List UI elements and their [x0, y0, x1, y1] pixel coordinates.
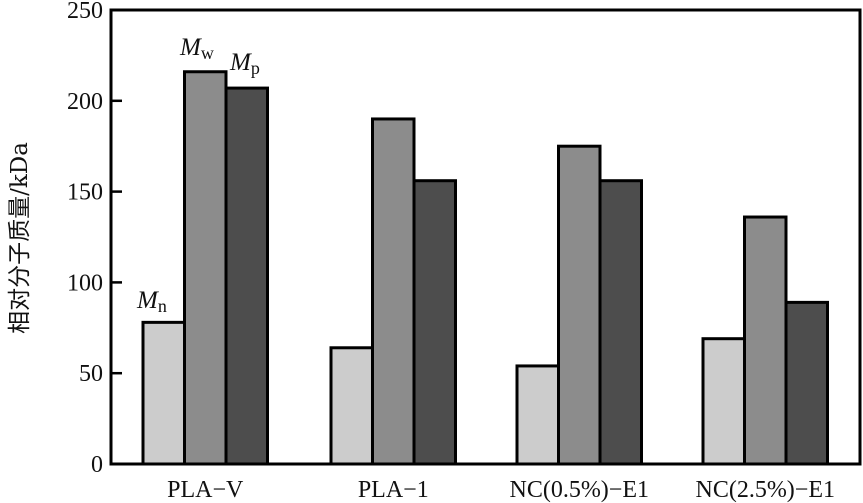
annotation-subscript: n: [158, 296, 167, 316]
y-tick-label: 50: [79, 361, 103, 387]
annotation-subscript: p: [251, 58, 260, 78]
bars-layer: [141, 70, 829, 466]
x-category-label: NC(0.5%)−E1: [509, 477, 649, 503]
bar-mw-0: [183, 70, 228, 466]
plot-frame: [109, 8, 862, 466]
annotation-subscript: w: [201, 43, 214, 63]
bar-mp-0: [224, 86, 269, 466]
y-tick-label: 100: [67, 270, 103, 296]
bar-mp-1: [412, 179, 457, 466]
bar-mw-3: [743, 215, 788, 466]
bar-mw-1: [371, 117, 416, 466]
y-tick-label: 150: [67, 180, 103, 206]
annotation-symbol: M: [229, 49, 252, 76]
x-axis-labels: PLA−V PLA−1 NC(0.5%)−E1 NC(2.5%)−E1: [167, 477, 835, 503]
annotation-symbol: M: [136, 287, 159, 314]
annotation-mp: Mp: [229, 49, 260, 78]
bar-mn-3: [701, 337, 746, 466]
bar-mp-2: [598, 179, 643, 466]
y-tick-label: 200: [67, 89, 103, 115]
y-axis-ticks: 0 50 100 150 200 250: [67, 0, 122, 478]
bar-mn-2: [515, 364, 560, 466]
bar-mw-2: [557, 144, 602, 466]
y-tick-label: 250: [67, 0, 103, 24]
annotation-symbol: M: [179, 34, 202, 61]
y-tick-label: 0: [91, 452, 103, 478]
annotation-mw: Mw: [179, 34, 214, 63]
x-category-label: PLA−1: [358, 477, 429, 503]
y-axis-label: 相对分子质量/kDa: [7, 142, 33, 334]
annotation-mn: Mn: [136, 287, 167, 316]
x-category-label: NC(2.5%)−E1: [695, 477, 835, 503]
bar-mn-0: [141, 320, 186, 466]
bar-mp-3: [784, 300, 829, 466]
bar-mn-1: [329, 346, 374, 466]
x-category-label: PLA−V: [167, 477, 244, 503]
